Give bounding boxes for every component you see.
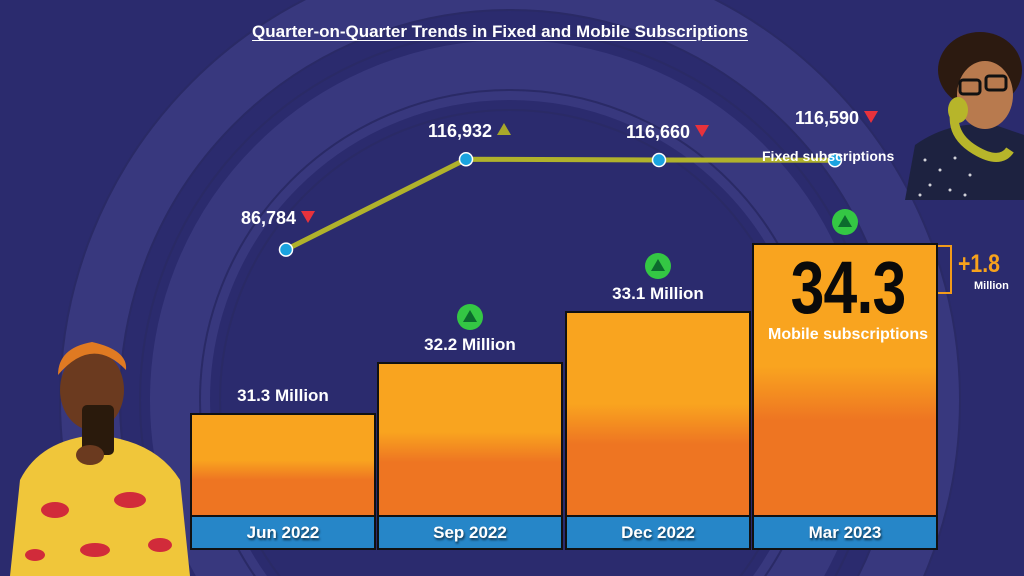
fixed-value-label: 86,784 [241,207,316,229]
down-triangle-icon [864,111,879,124]
up-arrow-icon [457,304,483,330]
fixed-value-label: 116,590 [795,108,879,129]
fixed-caption: Fixed subscriptions [762,148,895,164]
down-triangle-icon [301,210,316,223]
x-axis-label: Sep 2022 [377,515,563,550]
x-axis-label: Jun 2022 [190,515,376,550]
fixed-line [284,156,836,252]
up-arrow-icon [832,209,858,235]
woman-with-phone-photo [10,342,190,576]
highlight-value: 34.3 [790,246,907,329]
change-bracket [938,245,952,294]
bar-value-label: 31.3 Million [237,386,329,405]
fixed-value-label: 116,660 [626,122,710,143]
fixed-value-text: 116,590 [795,108,860,129]
mobile-bar [190,413,376,517]
fixed-point [458,151,474,167]
fixed-point [651,152,667,168]
mobile-bar [377,362,563,517]
fixed-point [278,242,294,257]
change-value: +1.8 [958,250,1000,278]
fixed-value-text: 86,784 [241,207,297,228]
mobile-bar [752,243,938,517]
chart-title: Quarter-on-Quarter Trends in Fixed and M… [252,22,748,41]
man-with-telephone-photo [905,32,1024,200]
fixed-value-text: 116,932 [428,121,493,142]
up-triangle-icon [497,123,512,136]
bar-value-label: 33.1 Million [612,284,704,303]
bar-value-label: 32.2 Million [424,335,516,354]
fixed-value-label: 116,932 [428,121,512,142]
up-arrow-icon [645,253,671,279]
fixed-point [827,152,843,168]
down-triangle-icon [695,125,710,138]
change-unit: Million [974,280,1009,292]
x-axis-label: Mar 2023 [752,515,938,550]
x-axis-label: Dec 2022 [565,515,751,550]
fixed-value-text: 116,660 [626,122,691,143]
mobile-bar [565,311,751,517]
mobile-caption: Mobile subscriptions [767,326,928,343]
